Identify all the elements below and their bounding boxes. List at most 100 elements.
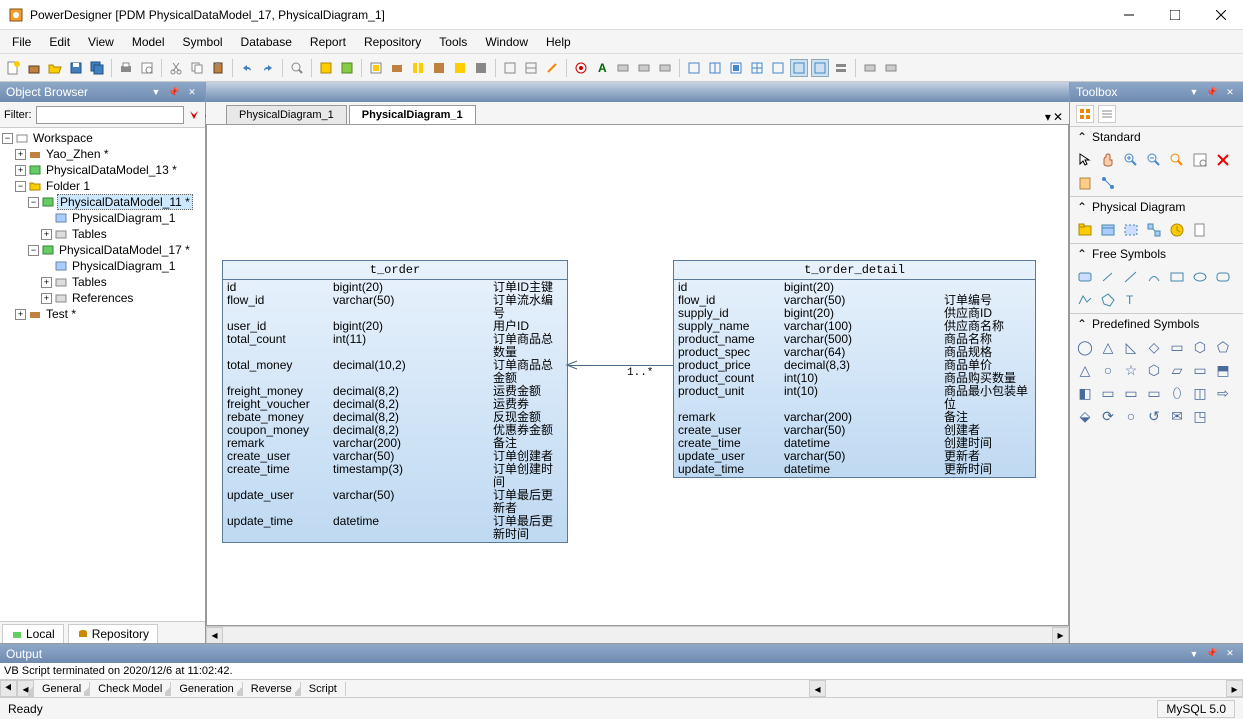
redo-icon[interactable] [259,59,277,77]
new-model-icon[interactable] [25,59,43,77]
procedure-tool-icon[interactable] [1168,221,1186,239]
predefined-shape-icon[interactable]: ⬠ [1214,338,1232,356]
tb-icon-k[interactable] [543,59,561,77]
panel-close-icon[interactable]: ✕ [1223,85,1237,99]
tree-toggle[interactable]: + [15,165,26,176]
table-tool-icon[interactable] [1099,221,1117,239]
tb-icon-d[interactable] [388,59,406,77]
panel-pin-icon[interactable]: 📌 [167,85,181,99]
zoomin-tool-icon[interactable] [1122,151,1140,169]
predefined-shape-icon[interactable]: ▭ [1191,361,1209,379]
menu-edit[interactable]: Edit [41,33,78,51]
pointer-tool-icon[interactable] [1076,151,1094,169]
toolbox-section-predefined[interactable]: ⌃Predefined Symbols [1070,314,1243,334]
tree-item[interactable]: Tables [70,227,109,241]
panel-close-icon[interactable]: ✕ [185,85,199,99]
tree-item[interactable]: Yao_Zhen * [44,147,111,161]
predefined-shape-icon[interactable]: ◺ [1122,338,1140,356]
output-tab-first-icon[interactable]: ⯇ [0,680,17,697]
rect-tool-icon[interactable] [1168,268,1186,286]
output-scroll-left-icon[interactable]: ◂ [809,680,826,697]
horizontal-scrollbar[interactable]: ◂ ▸ [206,626,1069,643]
predefined-shape-icon[interactable]: ⬯ [1168,384,1186,402]
toolbox-section-free[interactable]: ⌃Free Symbols [1070,244,1243,264]
tree-item[interactable]: References [70,291,135,305]
cut-icon[interactable] [167,59,185,77]
tree-toggle[interactable]: + [41,229,52,240]
toolbox-section-physical[interactable]: ⌃Physical Diagram [1070,197,1243,217]
tb-icon-s[interactable] [748,59,766,77]
tab-close-icon[interactable]: ✕ [1053,110,1063,124]
tb-icon-q[interactable] [706,59,724,77]
predefined-shape-icon[interactable]: ⇨ [1214,384,1232,402]
tree-item[interactable]: Test * [44,307,78,321]
tree-toggle[interactable]: + [41,277,52,288]
copy-icon[interactable] [188,59,206,77]
tree-item[interactable]: PhysicalDiagram_1 [70,259,177,273]
predefined-shape-icon[interactable]: ◳ [1191,407,1209,425]
text-tool-icon[interactable]: T [1122,291,1140,309]
menu-window[interactable]: Window [477,33,536,51]
tb-icon-a[interactable] [317,59,335,77]
scroll-right-icon[interactable]: ▸ [1052,627,1069,644]
entity-column-row[interactable]: update_timedatetime更新时间 [678,463,1031,476]
tree-item[interactable]: Tables [70,275,109,289]
entity-column-row[interactable]: total_countint(11)订单商品总数量 [227,333,563,359]
predefined-shape-icon[interactable]: △ [1076,361,1094,379]
predefined-shape-icon[interactable]: ☆ [1122,361,1140,379]
rounded-tool-icon[interactable] [1214,268,1232,286]
predefined-shape-icon[interactable]: ⬡ [1145,361,1163,379]
clear-filter-icon[interactable] [188,107,200,123]
menu-report[interactable]: Report [302,33,354,51]
predefined-shape-icon[interactable]: ⬙ [1076,407,1094,425]
output-tab-reverse[interactable]: Reverse [243,682,301,696]
menu-symbol[interactable]: Symbol [175,33,231,51]
predefined-shape-icon[interactable]: ◇ [1145,338,1163,356]
note-tool-icon[interactable] [1076,268,1094,286]
polygon-tool-icon[interactable] [1099,291,1117,309]
predefined-shape-icon[interactable]: ▭ [1145,384,1163,402]
predefined-shape-icon[interactable]: ⬒ [1214,361,1232,379]
ellipse-tool-icon[interactable] [1191,268,1209,286]
filter-input[interactable] [36,106,184,124]
predefined-shape-icon[interactable]: ▭ [1099,384,1117,402]
tree-toggle[interactable]: − [28,197,39,208]
predefined-shape-icon[interactable]: ○ [1122,407,1140,425]
tb-icon-x[interactable] [861,59,879,77]
props-tool-icon[interactable] [1191,151,1209,169]
menu-file[interactable]: File [4,33,39,51]
view-large-icon[interactable] [1076,105,1094,123]
tree-toggle[interactable]: − [2,133,13,144]
maximize-button[interactable] [1161,5,1189,25]
link-tool-icon[interactable] [1099,174,1117,192]
object-tree[interactable]: − Workspace + Yao_Zhen * + PhysicalDataMode… [0,128,205,621]
predefined-shape-icon[interactable]: ▭ [1122,384,1140,402]
tree-item-selected[interactable]: PhysicalDataModel_11 * [57,194,193,210]
panel-pin-icon[interactable]: 📌 [1205,647,1219,661]
tb-icon-w[interactable] [832,59,850,77]
browser-tab-repository[interactable]: Repository [68,624,158,643]
predefined-shape-icon[interactable]: ▭ [1168,338,1186,356]
tree-toggle[interactable]: − [28,245,39,256]
tb-icon-o[interactable] [656,59,674,77]
tb-icon-e[interactable] [409,59,427,77]
menu-tools[interactable]: Tools [431,33,475,51]
tb-icon-l[interactable] [572,59,590,77]
file-tool-icon[interactable] [1191,221,1209,239]
open-icon[interactable] [46,59,64,77]
tree-item[interactable]: Folder 1 [44,179,92,193]
diagram-tab-active[interactable]: PhysicalDiagram_1 [349,105,476,124]
arc-tool-icon[interactable] [1145,268,1163,286]
entity-column-row[interactable]: product_unitint(10)商品最小包装单位 [678,385,1031,411]
undo-icon[interactable] [238,59,256,77]
tree-item[interactable]: PhysicalDiagram_1 [70,211,177,225]
find-icon[interactable] [288,59,306,77]
predefined-shape-icon[interactable]: ◫ [1191,384,1209,402]
panel-dropdown-icon[interactable]: ▼ [1187,647,1201,661]
zoomout-tool-icon[interactable] [1145,151,1163,169]
menu-model[interactable]: Model [124,33,173,51]
tree-workspace[interactable]: Workspace [31,131,95,145]
tb-icon-r[interactable] [727,59,745,77]
grab-tool-icon[interactable] [1099,151,1117,169]
line-tool-icon[interactable] [1122,268,1140,286]
